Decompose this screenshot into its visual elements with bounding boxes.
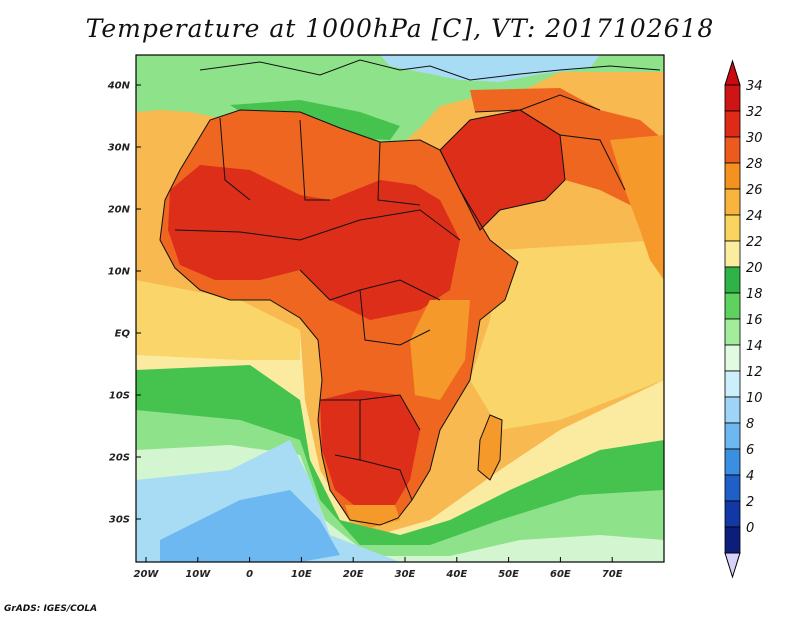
east-africa-orange xyxy=(410,300,470,400)
colorbar-label: 16 xyxy=(746,313,763,328)
colorbar-label: 8 xyxy=(746,417,754,432)
lon-tick-label: 0 xyxy=(246,569,253,580)
southern-africa-hot xyxy=(320,390,420,510)
colorbar-swatch xyxy=(724,396,741,424)
border-sahel xyxy=(174,209,461,241)
border-middle-east xyxy=(474,94,626,191)
lat-tick-label: 40N xyxy=(107,81,131,92)
colorbar-swatch xyxy=(724,214,741,242)
india-land xyxy=(610,135,664,280)
colorbar-swatch xyxy=(724,162,741,190)
lat-tick-label: 30N xyxy=(108,143,131,154)
colorbar-swatch xyxy=(724,474,741,502)
colorbar-swatch xyxy=(724,84,741,112)
arabia-land xyxy=(440,110,565,230)
colorbar-label: 6 xyxy=(746,443,754,458)
lon-tick-label: 10E xyxy=(291,569,312,580)
colorbar-label: 18 xyxy=(746,287,763,302)
map-title: Temperature at 1000hPa [C], VT: 20171026… xyxy=(85,14,715,43)
lat-tick-label: 20N xyxy=(108,205,131,216)
lat-tick-label: 10N xyxy=(108,267,131,278)
colorbar-swatch xyxy=(724,448,741,476)
colorbar-label: 10 xyxy=(746,391,763,406)
border-central xyxy=(299,269,441,346)
colorbar-swatch xyxy=(724,110,741,138)
border-north xyxy=(219,117,421,206)
colorbar-label: 24 xyxy=(746,209,763,224)
colorbar-swatch xyxy=(724,240,741,268)
colorbar-label: 22 xyxy=(746,235,763,250)
country-borders xyxy=(159,59,661,526)
colorbar-label: 14 xyxy=(746,339,763,354)
colorbar-swatch xyxy=(724,500,741,528)
colorbar-label: 30 xyxy=(746,131,763,146)
colorbar-label: 12 xyxy=(746,365,763,380)
plot-frame xyxy=(135,54,665,563)
colorbar-top-arrow xyxy=(724,59,741,86)
longitude-axis: 20W 10W 0 10E 20E 30E 40E 50E 60E 70E xyxy=(134,557,623,580)
lat-tick-label: 10S xyxy=(109,391,130,402)
lat-tick-label: EQ xyxy=(115,329,131,340)
colorbar-bottom-arrow xyxy=(724,552,741,579)
lon-tick-label: 30E xyxy=(395,569,416,580)
colorbar-label: 0 xyxy=(746,521,754,536)
border-south xyxy=(320,394,421,501)
lon-tick-label: 70E xyxy=(602,569,623,580)
colorbar-swatch xyxy=(724,526,741,554)
colorbar-label: 4 xyxy=(746,469,754,484)
colorbar-label: 28 xyxy=(746,157,763,172)
latitude-axis: 40N 30N 20N 10N EQ 10S 20S 30S xyxy=(107,81,141,526)
lon-tick-label: 50E xyxy=(498,569,519,580)
colorbar-label: 26 xyxy=(746,183,763,198)
colorbar-swatch xyxy=(724,266,741,294)
colorbar-label: 32 xyxy=(746,105,763,120)
colorbar-label: 20 xyxy=(746,261,763,276)
colorbar-swatch xyxy=(724,370,741,398)
colorbar-swatch xyxy=(724,344,741,372)
colorbar-swatch xyxy=(724,188,741,216)
west-ocean-mild xyxy=(136,280,300,360)
lon-tick-label: 20E xyxy=(343,569,364,580)
colorbar-swatch xyxy=(724,422,741,450)
lon-tick-label: 40E xyxy=(445,569,467,580)
lat-tick-label: 30S xyxy=(109,515,130,526)
madagascar-coastline xyxy=(477,414,503,481)
grads-credit: GrADS: IGES/COLA xyxy=(4,604,98,614)
europe-pale-band xyxy=(380,55,600,82)
lon-tick-label: 60E xyxy=(550,569,571,580)
temperature-field xyxy=(136,55,664,562)
colorbar-label: 2 xyxy=(746,495,754,510)
arabia-coastline xyxy=(439,109,566,231)
sahara-hot-zone xyxy=(168,165,460,320)
lon-tick-label: 10W xyxy=(185,569,211,580)
lon-tick-label: 20W xyxy=(134,569,160,580)
colorbar-swatch xyxy=(724,318,741,346)
middle-east-warm xyxy=(470,88,664,210)
colorbar-swatch xyxy=(724,136,741,164)
colorbar-swatch xyxy=(724,292,741,320)
south-blue xyxy=(160,490,340,562)
colorbar-label: 34 xyxy=(746,79,763,94)
east-ocean-mild xyxy=(470,240,664,430)
europe-coastline xyxy=(199,59,661,81)
lat-tick-label: 20S xyxy=(109,453,130,464)
